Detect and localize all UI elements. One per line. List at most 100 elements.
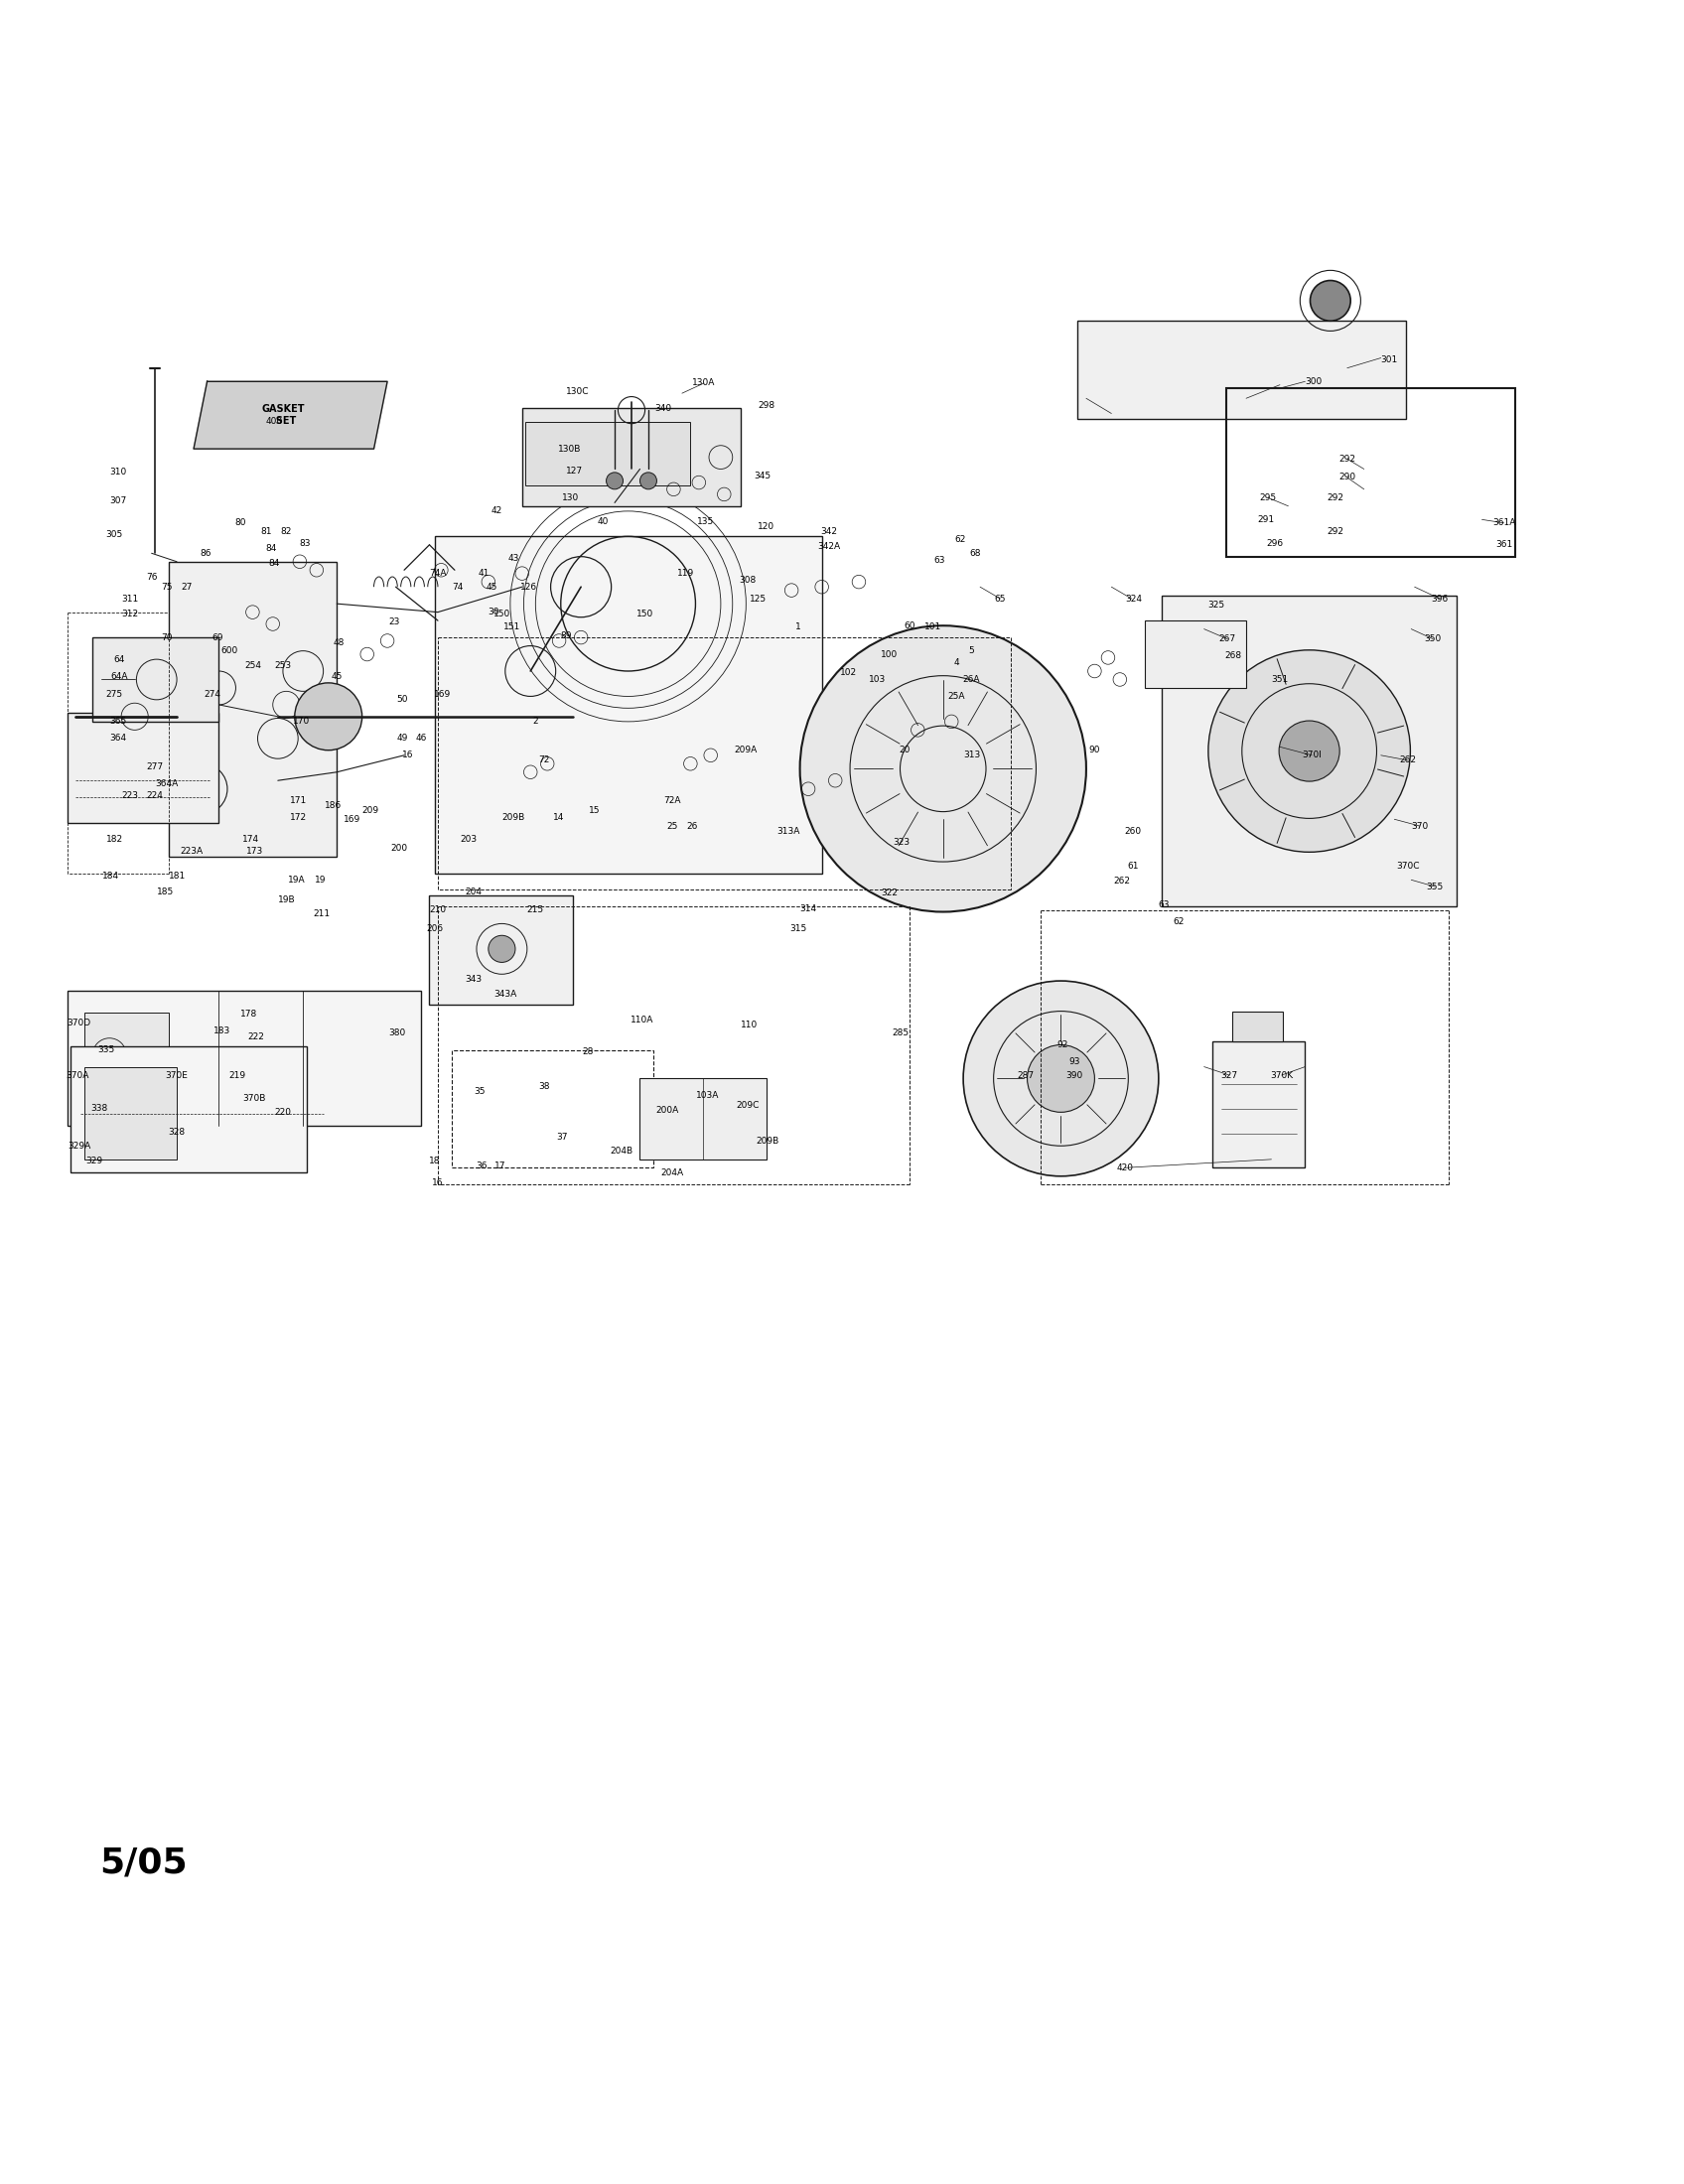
Text: 323: 323 (893, 839, 909, 847)
Text: 292: 292 (1339, 454, 1356, 463)
Text: 16: 16 (433, 1179, 443, 1188)
Text: 42: 42 (492, 507, 502, 515)
Text: 130C: 130C (566, 387, 589, 395)
Text: 100: 100 (881, 651, 898, 660)
Text: 92: 92 (1058, 1040, 1068, 1048)
Text: 268: 268 (1224, 651, 1241, 660)
Text: 295: 295 (1260, 494, 1276, 502)
Bar (640, 1079, 766, 1160)
Text: 285: 285 (893, 1029, 909, 1037)
Bar (1212, 1042, 1305, 1168)
Text: 130: 130 (562, 494, 579, 502)
Text: 292: 292 (1327, 494, 1344, 502)
Text: 23: 23 (389, 618, 399, 627)
Text: 361A: 361A (1492, 518, 1516, 526)
Text: 314: 314 (800, 904, 817, 913)
Text: 20: 20 (899, 745, 909, 756)
Text: 5: 5 (968, 646, 975, 655)
Text: 150: 150 (637, 609, 653, 618)
Text: 370A: 370A (66, 1070, 89, 1079)
Text: 103A: 103A (695, 1090, 719, 1101)
Text: 262: 262 (1399, 756, 1416, 764)
Text: 50: 50 (397, 695, 408, 703)
Circle shape (963, 981, 1159, 1177)
Text: 69: 69 (212, 633, 222, 642)
Text: 119: 119 (677, 570, 694, 579)
Text: 68: 68 (970, 548, 980, 557)
Circle shape (606, 472, 623, 489)
Text: 301: 301 (1381, 356, 1398, 365)
Text: 324: 324 (1125, 594, 1142, 603)
Text: 313: 313 (963, 751, 980, 760)
Text: 254: 254 (244, 662, 261, 670)
Circle shape (640, 472, 657, 489)
Text: 224: 224 (147, 791, 163, 799)
Text: 219: 219 (229, 1070, 246, 1079)
Text: 600: 600 (221, 646, 237, 655)
Text: 89: 89 (561, 631, 571, 640)
Text: 209A: 209A (734, 745, 758, 756)
Text: 277: 277 (147, 762, 163, 771)
Text: 209: 209 (362, 806, 379, 815)
Text: 355: 355 (1426, 882, 1443, 891)
Bar (93, 638, 219, 721)
Bar (71, 1046, 306, 1173)
Text: 267: 267 (1219, 636, 1236, 644)
Text: 101: 101 (925, 622, 941, 631)
Text: 420: 420 (1116, 1164, 1133, 1173)
Bar (67, 714, 219, 823)
Text: 63: 63 (935, 555, 945, 563)
Text: 41: 41 (478, 570, 488, 579)
Text: 15: 15 (589, 806, 600, 815)
Text: 130A: 130A (692, 378, 716, 387)
Text: 209B: 209B (756, 1136, 780, 1144)
Text: 2: 2 (532, 716, 539, 725)
Text: 325: 325 (1207, 601, 1224, 609)
Text: 38: 38 (539, 1083, 549, 1092)
Text: 74: 74 (453, 583, 463, 592)
Text: 28: 28 (583, 1046, 593, 1057)
Text: 209B: 209B (502, 812, 525, 821)
Text: 287: 287 (1017, 1070, 1034, 1079)
Text: 260: 260 (1125, 826, 1142, 836)
Text: 200A: 200A (655, 1105, 679, 1116)
Text: 338: 338 (91, 1105, 108, 1114)
Text: 370B: 370B (242, 1094, 266, 1103)
Bar (429, 895, 573, 1005)
Text: 275: 275 (106, 690, 123, 699)
Text: 103: 103 (869, 675, 886, 684)
Text: 298: 298 (758, 400, 775, 411)
Text: 209C: 209C (736, 1101, 759, 1109)
Text: 206: 206 (426, 924, 443, 933)
Text: 380: 380 (389, 1029, 406, 1037)
Bar (84, 1013, 168, 1105)
Circle shape (1278, 721, 1339, 782)
Text: 328: 328 (168, 1127, 185, 1138)
Bar (1145, 620, 1246, 688)
Text: 46: 46 (416, 734, 426, 743)
Text: 274: 274 (204, 690, 221, 699)
Text: 361: 361 (1495, 539, 1512, 550)
Text: 184: 184 (103, 871, 120, 880)
Bar (522, 408, 741, 507)
Bar (1226, 389, 1516, 557)
Text: 390: 390 (1066, 1070, 1083, 1079)
Text: 211: 211 (313, 909, 330, 917)
Text: 308: 308 (739, 577, 756, 585)
Text: 83: 83 (300, 539, 310, 548)
Text: 290: 290 (1339, 474, 1356, 483)
Text: 342A: 342A (817, 542, 840, 550)
Polygon shape (194, 382, 387, 450)
Text: 335: 335 (98, 1046, 115, 1055)
Text: 370K: 370K (1270, 1070, 1293, 1079)
Text: 183: 183 (214, 1026, 231, 1035)
Text: 19: 19 (315, 876, 325, 885)
Text: 37: 37 (557, 1133, 568, 1142)
Text: 72A: 72A (663, 797, 680, 806)
Text: 45: 45 (487, 583, 497, 592)
Text: 174: 174 (242, 834, 259, 843)
Text: 186: 186 (325, 802, 342, 810)
Text: 171: 171 (290, 797, 306, 806)
Text: 329A: 329A (67, 1142, 91, 1151)
Text: 64: 64 (115, 655, 125, 664)
